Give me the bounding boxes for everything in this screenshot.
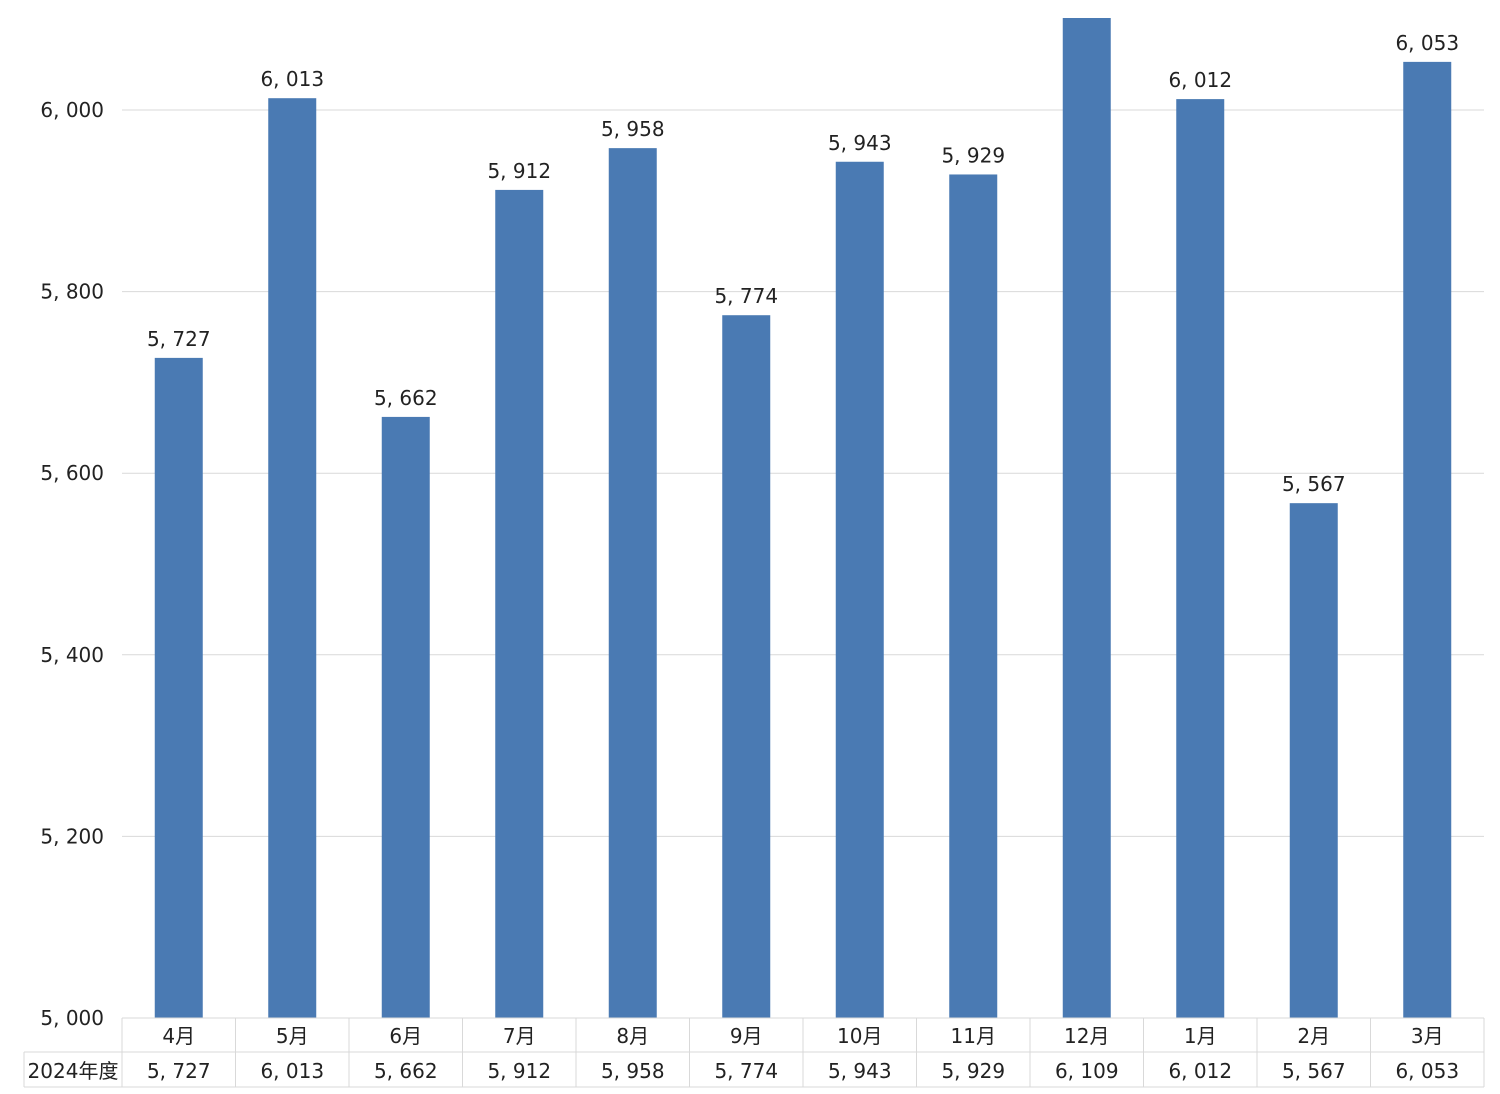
data-label: 6, 012 bbox=[1168, 68, 1232, 92]
data-label: 5, 929 bbox=[941, 143, 1005, 167]
bar bbox=[1403, 61, 1452, 1019]
bar bbox=[835, 161, 884, 1019]
data-label: 6, 053 bbox=[1395, 31, 1459, 55]
data-label: 5, 943 bbox=[828, 131, 892, 155]
table-cell-value: 5, 958 bbox=[601, 1059, 665, 1083]
y-tick-label: 6, 000 bbox=[40, 98, 104, 122]
bar-series bbox=[154, 18, 1452, 1019]
x-tick-label: 4月 bbox=[162, 1024, 195, 1048]
x-tick-label: 5月 bbox=[276, 1024, 309, 1048]
table-cell-value: 5, 912 bbox=[487, 1059, 551, 1083]
data-label: 6, 013 bbox=[260, 67, 324, 91]
x-tick-label: 1月 bbox=[1184, 1024, 1217, 1048]
bar bbox=[495, 189, 544, 1019]
x-tick-label: 3月 bbox=[1411, 1024, 1444, 1048]
y-axis: 5, 000 5, 200 5, 400 5, 600 5, 800 6, 000 bbox=[40, 98, 104, 1030]
y-tick-label: 5, 000 bbox=[40, 1006, 104, 1030]
table-cell-value: 5, 774 bbox=[714, 1059, 778, 1083]
bar bbox=[949, 174, 998, 1018]
bar bbox=[722, 315, 771, 1018]
table-cell-value: 6, 013 bbox=[260, 1059, 324, 1083]
bar bbox=[381, 416, 430, 1018]
x-tick-label: 7月 bbox=[503, 1024, 536, 1048]
x-tick-label: 10月 bbox=[837, 1024, 882, 1048]
table-cell-value: 6, 109 bbox=[1055, 1059, 1119, 1083]
table-cell-value: 6, 012 bbox=[1168, 1059, 1232, 1083]
x-tick-label: 12月 bbox=[1064, 1024, 1109, 1048]
x-tick-label: 9月 bbox=[730, 1024, 763, 1048]
table-cell-value: 5, 943 bbox=[828, 1059, 892, 1083]
x-tick-label: 11月 bbox=[951, 1024, 996, 1048]
bar bbox=[1289, 503, 1338, 1018]
x-tick-label: 8月 bbox=[616, 1024, 649, 1048]
table-cell-value: 5, 727 bbox=[147, 1059, 211, 1083]
y-tick-label: 5, 600 bbox=[40, 461, 104, 485]
data-label: 5, 727 bbox=[147, 327, 211, 351]
data-label: 5, 774 bbox=[714, 284, 778, 308]
data-table: 4月 5月 6月 7月 8月 9月 10月 11月 12月 1月 2月 3月 2024年度 5, 727 6… bbox=[23, 1017, 1485, 1088]
bar bbox=[268, 98, 317, 1019]
data-label: 5, 958 bbox=[601, 117, 665, 141]
table-cell-value: 6, 053 bbox=[1395, 1059, 1459, 1083]
gridlines bbox=[122, 109, 1484, 837]
bar bbox=[154, 357, 203, 1018]
table-cell-value: 5, 929 bbox=[941, 1059, 1005, 1083]
bar bbox=[1062, 18, 1111, 1018]
bar bbox=[608, 148, 657, 1019]
table-series-name: 2024年度 bbox=[28, 1059, 119, 1083]
x-tick-label: 6月 bbox=[389, 1024, 422, 1048]
table-cell-value: 5, 567 bbox=[1282, 1059, 1346, 1083]
data-label: 5, 912 bbox=[487, 159, 551, 183]
table-cell-value: 5, 662 bbox=[374, 1059, 438, 1083]
y-tick-label: 5, 800 bbox=[40, 280, 104, 304]
bar bbox=[1176, 99, 1225, 1018]
data-label: 5, 567 bbox=[1282, 472, 1346, 496]
x-tick-label: 2月 bbox=[1297, 1024, 1330, 1048]
data-label: 5, 662 bbox=[374, 386, 438, 410]
y-tick-label: 5, 400 bbox=[40, 643, 104, 667]
y-tick-label: 5, 200 bbox=[40, 824, 104, 848]
data-labels: 5, 727 6, 013 5, 662 5, 912 5, 958 5, 774 5, 9… bbox=[147, 31, 1459, 496]
